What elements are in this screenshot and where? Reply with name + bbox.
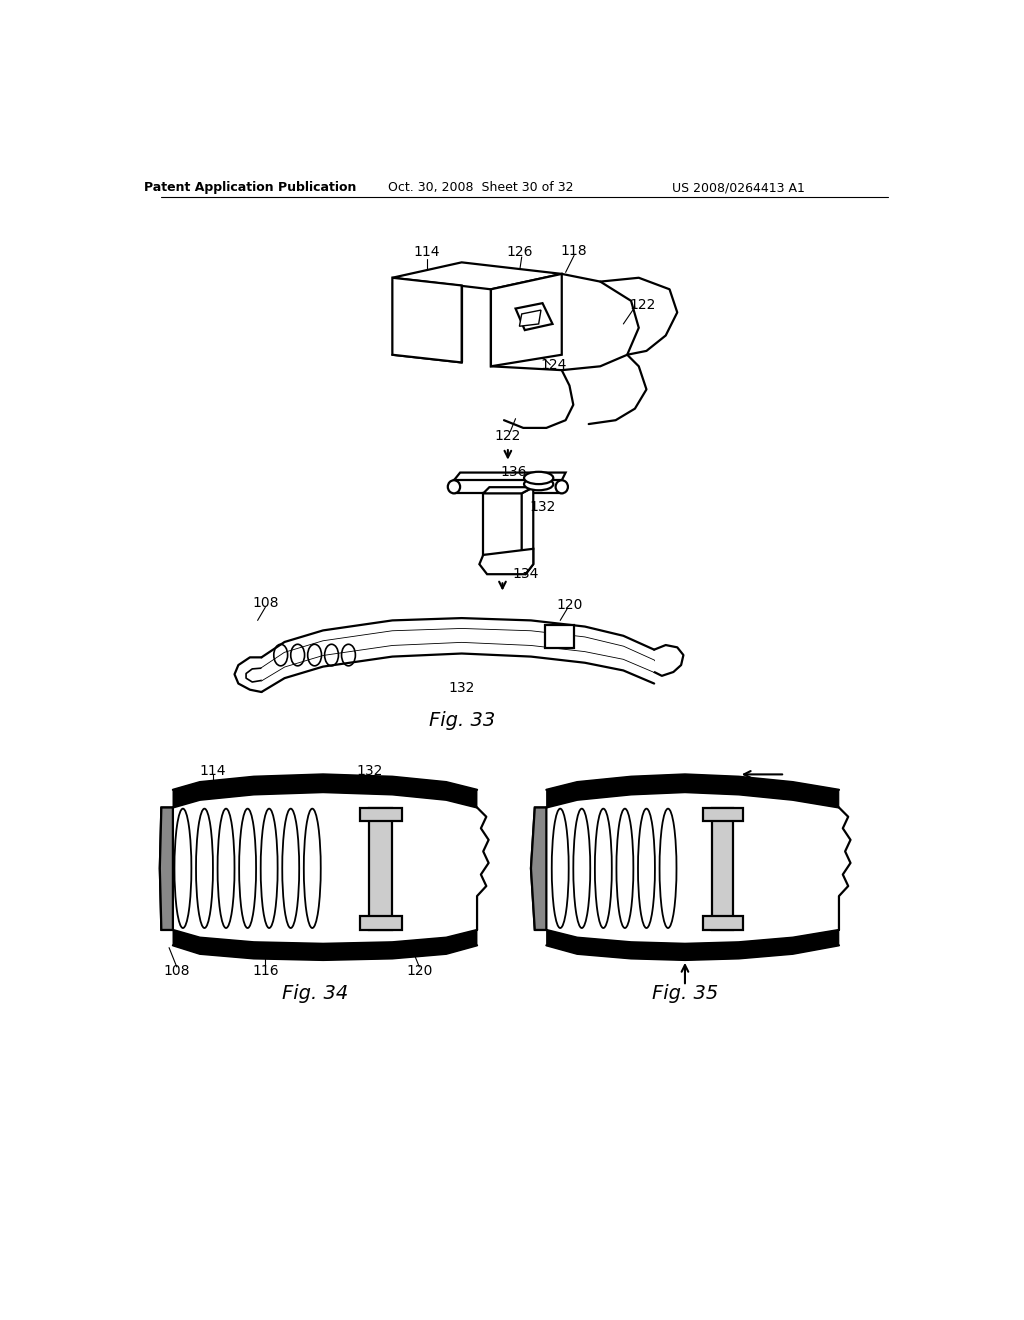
Polygon shape	[712, 808, 733, 929]
Ellipse shape	[524, 471, 553, 484]
Polygon shape	[519, 310, 541, 326]
Text: 120: 120	[407, 964, 432, 978]
Text: 132: 132	[529, 500, 556, 515]
Text: 108: 108	[164, 964, 190, 978]
Polygon shape	[531, 808, 547, 929]
Text: 114: 114	[414, 246, 440, 259]
Polygon shape	[547, 929, 839, 960]
Polygon shape	[173, 775, 477, 808]
Text: 118: 118	[560, 244, 587, 257]
Polygon shape	[261, 618, 654, 692]
Text: US 2008/0264413 A1: US 2008/0264413 A1	[673, 181, 805, 194]
Text: 120: 120	[556, 598, 583, 612]
Polygon shape	[360, 916, 401, 929]
Polygon shape	[370, 808, 392, 929]
Text: Oct. 30, 2008  Sheet 30 of 32: Oct. 30, 2008 Sheet 30 of 32	[388, 181, 573, 194]
Text: Patent Application Publication: Patent Application Publication	[143, 181, 356, 194]
Polygon shape	[479, 549, 534, 574]
Polygon shape	[521, 487, 534, 554]
Polygon shape	[261, 628, 654, 681]
Polygon shape	[160, 808, 173, 929]
Text: 108: 108	[252, 597, 279, 610]
Text: 122: 122	[495, 429, 521, 442]
Ellipse shape	[524, 478, 553, 490]
Polygon shape	[490, 275, 639, 370]
Text: Fig. 33: Fig. 33	[428, 711, 495, 730]
Polygon shape	[547, 775, 839, 808]
Polygon shape	[702, 916, 742, 929]
Ellipse shape	[556, 480, 568, 494]
Polygon shape	[702, 808, 742, 821]
Polygon shape	[483, 487, 534, 494]
Polygon shape	[454, 473, 565, 480]
Polygon shape	[490, 275, 562, 367]
Polygon shape	[392, 263, 562, 289]
Text: 132: 132	[449, 681, 475, 696]
Text: 114: 114	[200, 763, 226, 777]
Polygon shape	[360, 808, 401, 821]
Polygon shape	[392, 277, 462, 363]
Text: 124: 124	[541, 358, 567, 372]
Text: 126: 126	[506, 246, 532, 259]
Text: 132: 132	[356, 763, 382, 777]
Ellipse shape	[447, 480, 460, 494]
Polygon shape	[515, 304, 553, 330]
Polygon shape	[173, 929, 477, 960]
Text: 122: 122	[630, 298, 655, 312]
Text: 134: 134	[512, 568, 539, 581]
Text: Fig. 35: Fig. 35	[652, 985, 718, 1003]
Polygon shape	[545, 626, 574, 648]
Polygon shape	[454, 480, 562, 494]
Text: 136: 136	[501, 465, 527, 479]
Text: Fig. 34: Fig. 34	[283, 985, 348, 1003]
Text: 116: 116	[252, 964, 279, 978]
Polygon shape	[483, 494, 521, 554]
